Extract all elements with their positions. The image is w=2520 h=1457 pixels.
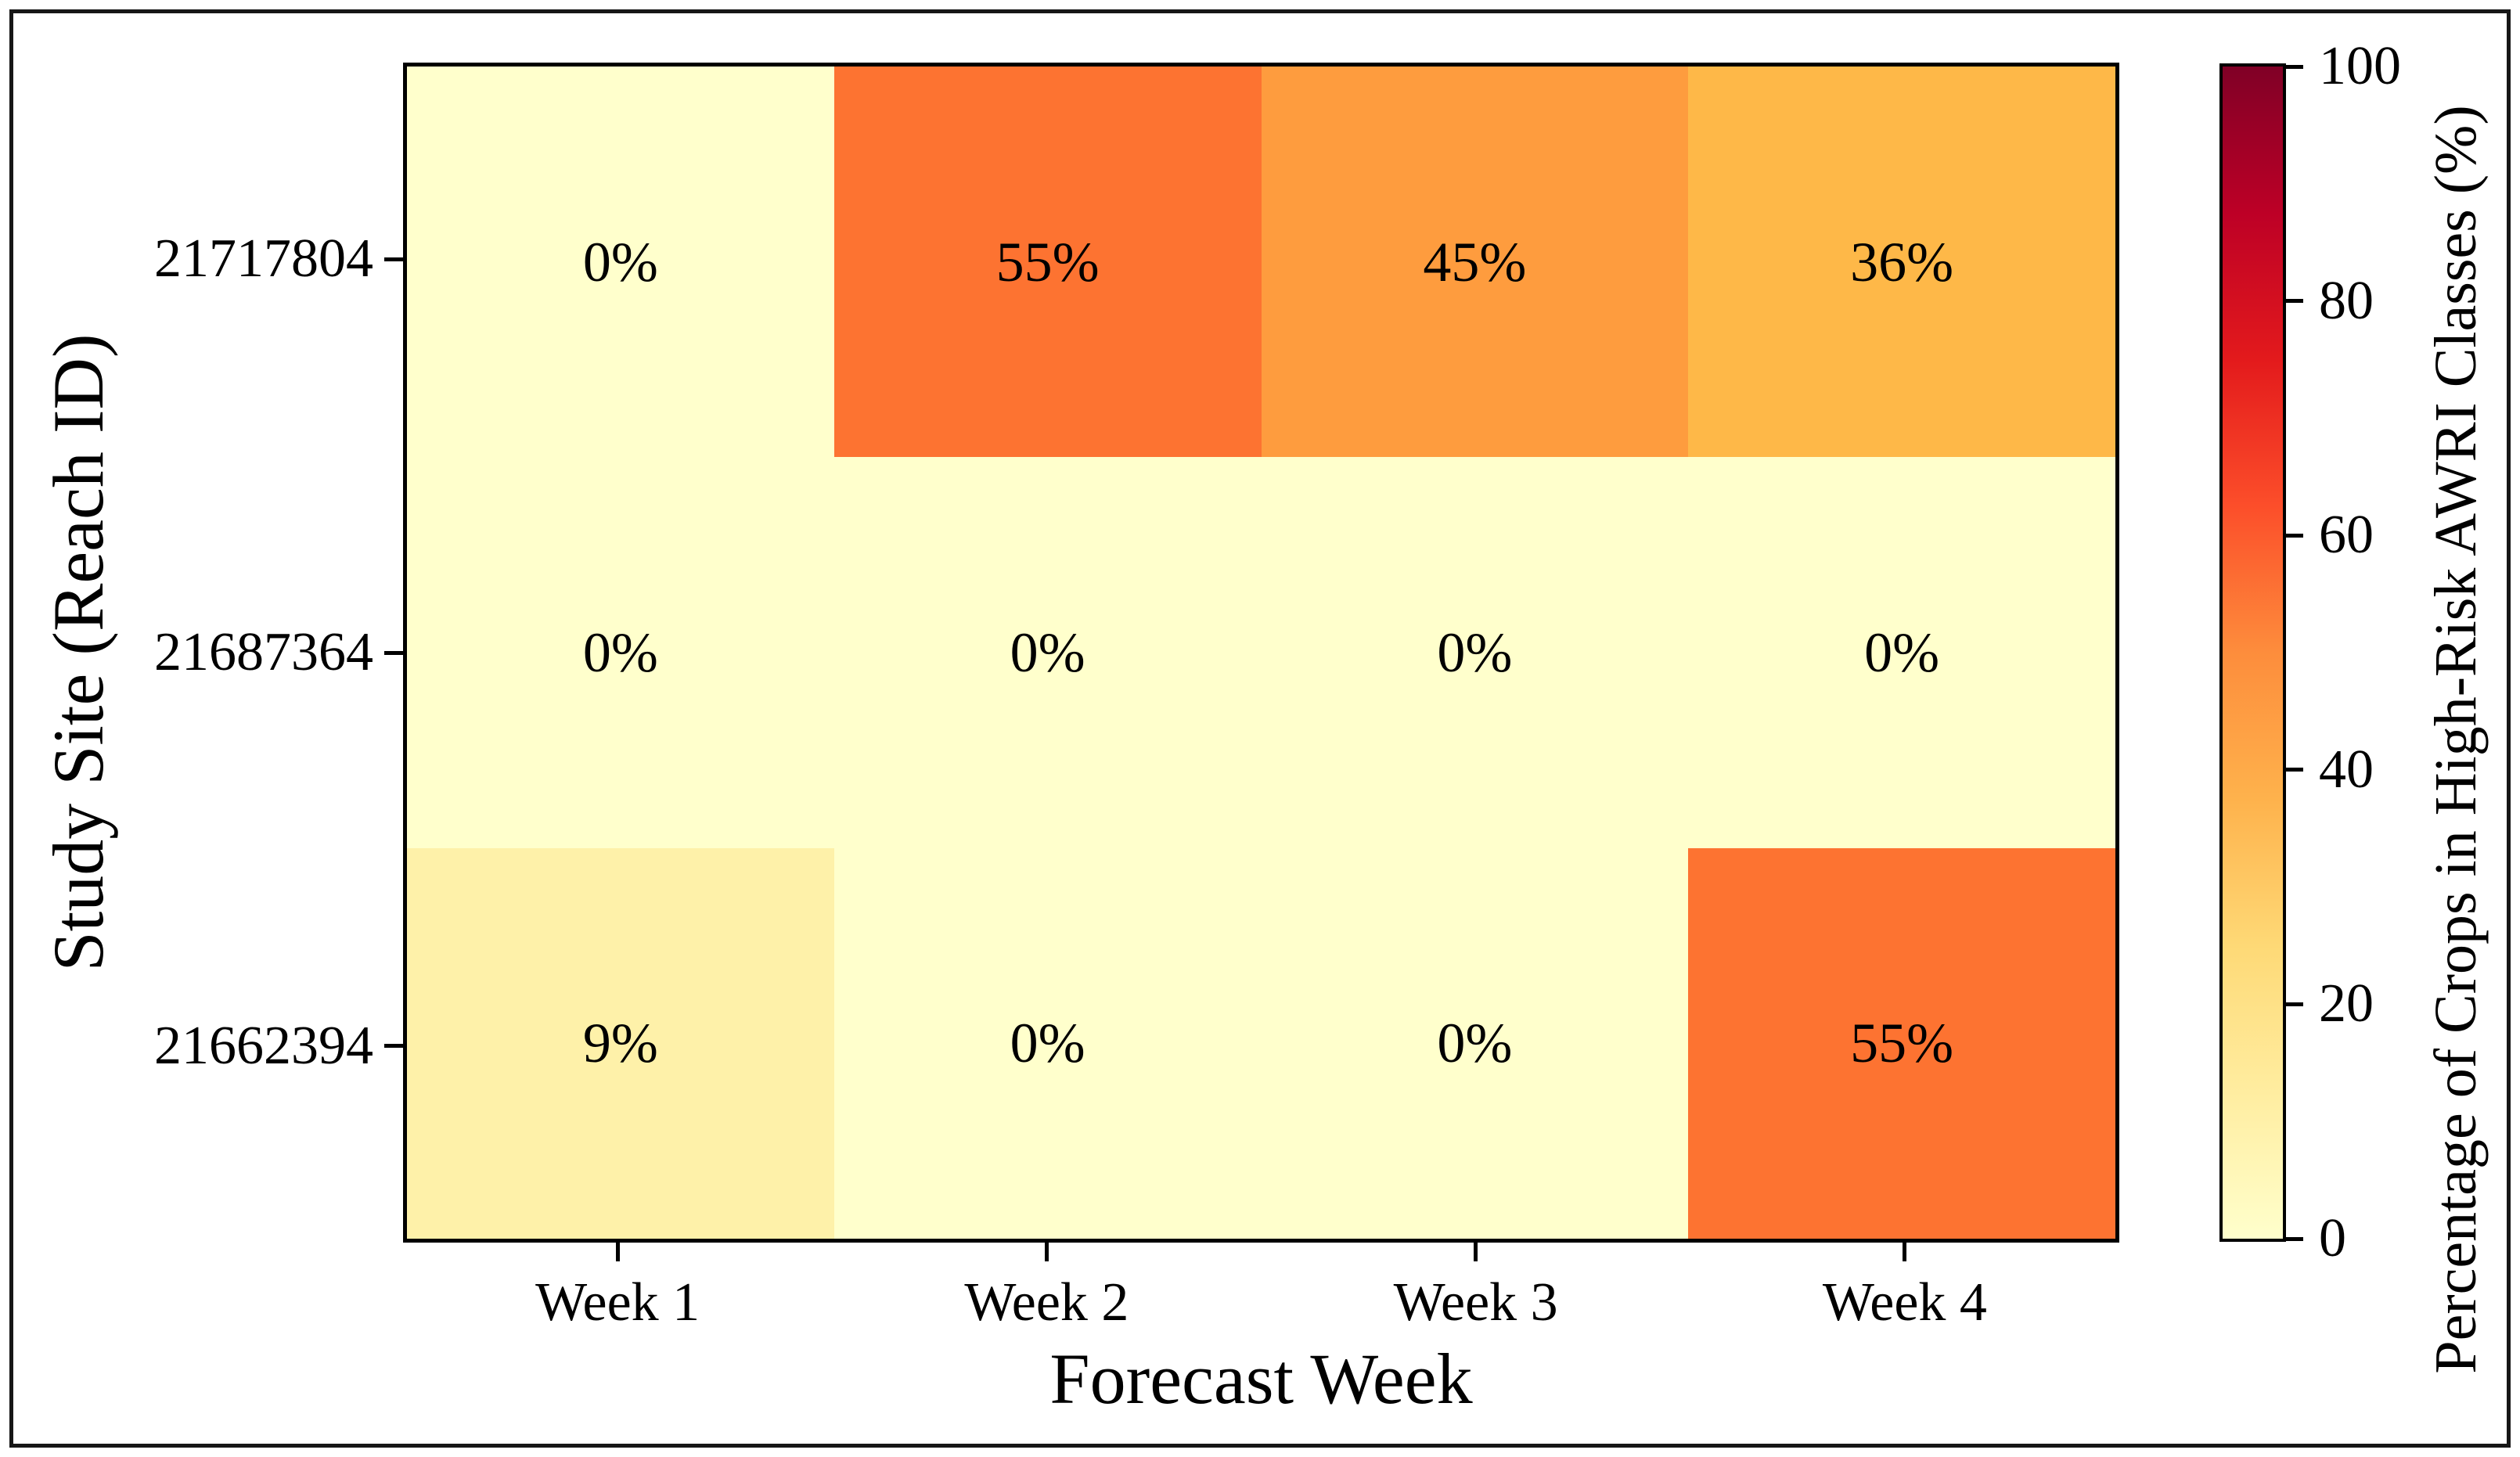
y-tick-label: 21717804 [154,228,373,290]
heatmap-cell-label: 0% [1437,621,1513,684]
heatmap-cell: 0% [833,457,1262,848]
colorbar-tick-label: 80 [2319,270,2374,331]
heatmap-cell: 0% [1688,457,2115,848]
x-tick-mark [615,1243,620,1261]
x-tick: Week 3 [1262,1243,1690,1330]
colorbar-tick-label: 100 [2319,36,2401,96]
colorbar-tick-mark [2283,299,2303,304]
heatmap-grid: 0% 55% 45% 36% 0% 0% 0% 0% 9% 0% 0% 55% [403,63,2119,1243]
y-tick: 21662394 [0,849,403,1243]
colorbar-ticks: 0 20 40 60 80 100 [2283,39,2401,1266]
heatmap-cell: 55% [1688,847,2115,1239]
x-tick: Week 4 [1690,1243,2119,1330]
colorbar-tick-label: 60 [2319,505,2374,566]
y-tick-mark [384,650,403,655]
y-axis-ticks: 21717804 21687364 21662394 [0,63,403,1243]
figure-border [9,9,2511,1448]
heatmap-cell: 9% [407,847,834,1239]
x-tick: Week 2 [832,1243,1261,1330]
colorbar-tick-label: 0 [2319,1208,2346,1268]
colorbar-tick: 40 [2283,739,2374,800]
colorbar-tick-mark [2283,1236,2303,1241]
heatmap-cell: 0% [407,67,834,458]
x-tick-mark [1044,1243,1049,1261]
heatmap-cell: 0% [1261,847,1689,1239]
colorbar-tick: 100 [2283,39,2401,94]
y-tick-mark [384,257,403,261]
heatmap-cell-label: 9% [582,1012,658,1075]
colorbar-tick-label: 40 [2319,739,2374,800]
heatmap-cell-label: 0% [1437,1012,1513,1075]
y-tick: 21717804 [0,63,403,456]
heatmap-cell-label: 55% [995,230,1100,293]
colorbar-tick-mark [2283,768,2303,772]
x-tick-label: Week 1 [535,1272,700,1333]
colorbar-tick: 60 [2283,508,2374,563]
heatmap-cell-label: 36% [1850,230,1954,293]
heatmap-cell-label: 45% [1423,230,1527,293]
colorbar-tick-mark [2283,1002,2303,1006]
colorbar-tick-mark [2283,64,2303,69]
colorbar-tick: 20 [2283,977,2374,1031]
heatmap-cell: 0% [833,847,1262,1239]
heatmap-cell-label: 0% [582,230,658,293]
x-tick-label: Week 4 [1822,1272,1987,1333]
x-axis-ticks: Week 1 Week 2 Week 3 Week 4 [403,1243,2119,1330]
heatmap-cell: 36% [1688,67,2115,458]
x-tick: Week 1 [403,1243,832,1330]
heatmap-cell-label: 0% [1010,621,1085,684]
heatmap-cell: 0% [1261,457,1689,848]
y-tick-label: 21662394 [154,1015,373,1076]
y-tick-mark [384,1044,403,1049]
heatmap-cell: 45% [1261,67,1689,458]
x-axis-title: Forecast Week [1049,1339,1473,1419]
heatmap-cell: 55% [833,67,1262,458]
heatmap-cell-label: 55% [1850,1012,1954,1075]
colorbar-tick: 0 [2283,1211,2346,1266]
x-tick-label: Week 2 [964,1272,1129,1333]
y-tick-label: 21687364 [154,622,373,682]
colorbar-tick-label: 20 [2319,973,2374,1034]
x-tick-mark [1474,1243,1478,1261]
colorbar-tick: 80 [2283,270,2374,331]
colorbar-tick-mark [2283,533,2303,538]
colorbar-title: Percentage of Crops in High-Risk AWRI Cl… [2423,105,2489,1374]
y-tick: 21687364 [0,456,403,850]
x-tick-label: Week 3 [1393,1272,1558,1333]
heatmap-cell-label: 0% [1864,621,1940,684]
heatmap-cell: 0% [407,457,834,848]
heatmap-cell-label: 0% [582,621,658,684]
heatmap-cell-label: 0% [1010,1012,1085,1075]
x-tick-mark [1903,1243,1907,1261]
colorbar [2219,63,2286,1242]
